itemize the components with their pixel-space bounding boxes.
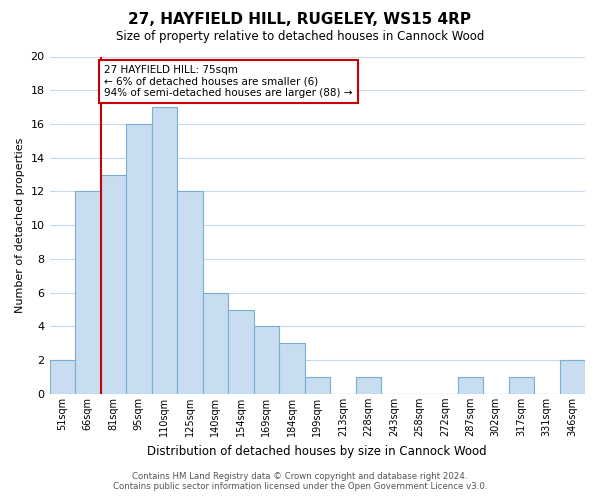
Y-axis label: Number of detached properties: Number of detached properties [15,138,25,313]
Bar [254,326,279,394]
Bar [356,377,381,394]
Bar [101,174,126,394]
Bar [560,360,585,394]
Bar [279,344,305,394]
Bar [305,377,330,394]
Bar [75,192,101,394]
Bar [177,192,203,394]
Bar [203,292,228,394]
Bar [228,310,254,394]
Bar [152,107,177,394]
X-axis label: Distribution of detached houses by size in Cannock Wood: Distribution of detached houses by size … [148,444,487,458]
Bar [509,377,534,394]
Text: 27 HAYFIELD HILL: 75sqm
← 6% of detached houses are smaller (6)
94% of semi-deta: 27 HAYFIELD HILL: 75sqm ← 6% of detached… [104,65,353,98]
Text: 27, HAYFIELD HILL, RUGELEY, WS15 4RP: 27, HAYFIELD HILL, RUGELEY, WS15 4RP [128,12,472,28]
Bar [126,124,152,394]
Bar [458,377,483,394]
Text: Size of property relative to detached houses in Cannock Wood: Size of property relative to detached ho… [116,30,484,43]
Bar [50,360,75,394]
Text: Contains HM Land Registry data © Crown copyright and database right 2024.
Contai: Contains HM Land Registry data © Crown c… [113,472,487,491]
